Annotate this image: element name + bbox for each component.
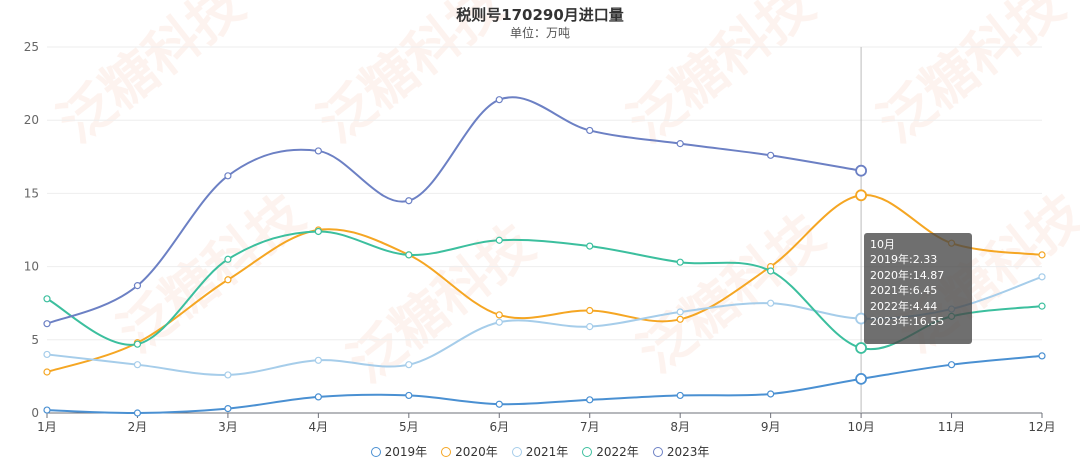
x-tick-label: 10月 [847, 420, 874, 434]
chart-legend: 2019年 2020年 2021年 2022年 2023年 [0, 443, 1080, 460]
series-line-2020年 [46, 194, 1043, 373]
data-point [405, 391, 413, 400]
legend-marker-icon [511, 446, 522, 457]
legend-label: 2019年 [384, 445, 428, 459]
data-point [43, 295, 51, 303]
data-point [676, 315, 684, 323]
data-point [1038, 251, 1046, 259]
data-point [43, 350, 51, 359]
series-line-2023年 [46, 96, 862, 325]
legend-label: 2021年 [525, 445, 569, 459]
data-point [586, 323, 594, 331]
legend-marker-icon [582, 446, 593, 457]
chart-subtitle: 单位：万吨 [509, 26, 570, 40]
x-tick-label: 4月 [309, 420, 329, 434]
y-tick-label: 5 [31, 333, 39, 347]
legend-marker-icon [652, 446, 663, 457]
x-tick-label: 6月 [489, 420, 509, 434]
chart-title: 税则号170290月进口量 [456, 6, 624, 24]
legend-label: 2023年 [666, 445, 710, 459]
data-point [767, 267, 775, 275]
data-point [224, 255, 232, 263]
data-point [855, 189, 867, 202]
legend-label: 2022年 [596, 445, 639, 459]
chart-tooltip: 10月 2019年:2.33 2020年:14.87 2021年:6.45 20… [864, 233, 972, 344]
data-point [43, 368, 51, 376]
data-point [855, 372, 867, 385]
data-point [676, 391, 684, 400]
y-tick-label: 15 [24, 186, 39, 200]
x-tick-label: 12月 [1028, 420, 1055, 434]
data-point [495, 236, 503, 244]
data-point [133, 340, 142, 348]
series-line-2022年 [46, 230, 1043, 351]
y-tick-label: 10 [24, 260, 39, 274]
data-point [405, 251, 413, 259]
data-point [495, 96, 503, 104]
data-point [224, 172, 232, 180]
data-point [133, 282, 142, 290]
data-point [314, 356, 322, 364]
tooltip-line-2019: 2019年:2.33 [870, 253, 938, 267]
y-tick-label: 20 [24, 113, 39, 127]
data-point [224, 405, 232, 413]
legend-marker-icon [370, 446, 381, 457]
data-point [495, 311, 503, 319]
x-tick-label: 2月 [128, 420, 148, 434]
tooltip-line-2022: 2022年:4.44 [870, 299, 938, 313]
tooltip-title: 10月 [870, 238, 895, 251]
data-point [767, 299, 775, 307]
data-point [405, 361, 413, 369]
data-point [586, 126, 594, 135]
data-point [43, 320, 51, 328]
data-point [314, 393, 322, 401]
data-point [314, 147, 322, 155]
data-point [947, 361, 956, 369]
legend-item[interactable]: 2023年 [652, 443, 710, 460]
data-point [495, 318, 503, 326]
x-tick-label: 5月 [399, 420, 419, 434]
legend-item[interactable]: 2019年 [370, 443, 428, 460]
data-point [1038, 352, 1046, 360]
x-tick-label: 11月 [938, 420, 965, 434]
data-point [224, 276, 232, 284]
x-tick-label: 9月 [761, 420, 781, 434]
x-tick-label: 7月 [580, 420, 600, 434]
data-point [314, 227, 322, 236]
tooltip-line-2021: 2021年:6.45 [870, 284, 938, 298]
legend-label: 2020年 [455, 445, 498, 459]
data-point [133, 361, 142, 369]
data-point [676, 140, 684, 148]
data-point [767, 151, 775, 159]
data-point [586, 306, 594, 315]
data-point [43, 406, 51, 414]
legend-item[interactable]: 2022年 [582, 443, 639, 460]
data-point [133, 409, 142, 417]
legend-item[interactable]: 2020年 [441, 443, 498, 460]
data-point [495, 400, 503, 408]
data-point [1038, 273, 1046, 281]
x-tick-label: 1月 [37, 420, 57, 434]
data-point [676, 308, 684, 316]
legend-item[interactable]: 2021年 [511, 443, 569, 460]
data-point [405, 197, 413, 205]
data-point [855, 164, 867, 177]
tooltip-line-2020: 2020年:14.87 [870, 268, 945, 282]
line-chart: 0 5 10 15 20 25 1月 2月 3月 4月 5月 6月 7月 8月 9月 10月 11月 12月 [24, 40, 1056, 434]
x-tick-label: 8月 [670, 420, 690, 434]
y-tick-label: 25 [24, 40, 39, 54]
data-point [586, 396, 594, 404]
data-point [1038, 302, 1046, 310]
y-tick-label: 0 [31, 406, 39, 420]
x-tick-label: 3月 [218, 420, 238, 434]
tooltip-line-2023: 2023年:16.55 [870, 315, 945, 329]
data-point [586, 242, 594, 250]
legend-marker-icon [441, 446, 452, 457]
data-point [767, 390, 775, 398]
data-point [224, 371, 232, 379]
series-line-2019年 [46, 354, 1043, 415]
data-point [855, 342, 867, 354]
data-point [676, 258, 684, 266]
